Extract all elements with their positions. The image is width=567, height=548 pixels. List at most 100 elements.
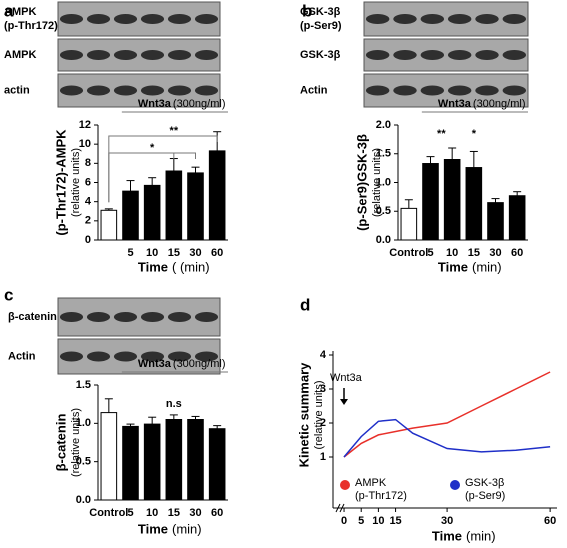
y-tick-label: 0 xyxy=(85,234,91,246)
significance-label: ** xyxy=(437,128,446,140)
y-tick-label: 0.0 xyxy=(376,234,391,246)
blot-label: (p-Thr172) xyxy=(4,20,58,32)
blot-band xyxy=(59,14,84,24)
blot xyxy=(57,38,221,72)
series-line xyxy=(343,418,551,458)
blot-band xyxy=(86,312,111,322)
blot-band xyxy=(393,50,417,60)
x-tick-label: 5 xyxy=(427,247,433,259)
x-tick-label: 60 xyxy=(211,507,223,519)
blot-band xyxy=(167,351,192,362)
blot-band xyxy=(86,351,111,362)
blot-band xyxy=(420,50,445,60)
y-tick-label: 2.0 xyxy=(376,119,391,131)
x-axis-label: Time xyxy=(438,259,468,274)
blot-band xyxy=(140,50,165,60)
bar xyxy=(487,202,504,241)
blot-label: GSK-3β xyxy=(300,6,341,18)
blot-band xyxy=(140,312,165,322)
bar xyxy=(100,209,118,241)
y-tick-label: 6 xyxy=(85,176,91,188)
bar xyxy=(465,167,483,241)
y-tick-label: 0.0 xyxy=(76,494,91,506)
blot-label: Actin xyxy=(300,84,328,96)
blot-band xyxy=(447,50,472,60)
bar xyxy=(208,428,226,501)
blot xyxy=(363,1,529,37)
blot-band xyxy=(86,85,111,96)
blot-band xyxy=(194,312,219,322)
x-tick-label: 5 xyxy=(127,247,133,259)
x-tick-label: Control xyxy=(389,247,428,259)
annotation-arrowhead xyxy=(340,399,348,405)
bar xyxy=(208,150,226,241)
blot xyxy=(57,338,221,375)
x-axis-unit: (min) xyxy=(172,521,202,536)
y-tick-label: 4 xyxy=(85,196,92,208)
axis-break xyxy=(335,503,341,513)
blot-band xyxy=(420,85,445,96)
significance-label: * xyxy=(472,128,477,140)
treatment-dose: (300ng/ml) xyxy=(173,358,226,370)
blot-band xyxy=(447,14,472,24)
x-axis-unit: (min) xyxy=(472,259,502,274)
legend-marker xyxy=(340,480,350,490)
x-tick-label: 5 xyxy=(358,515,364,527)
blot-label: AMPK xyxy=(4,49,36,61)
blot-band xyxy=(167,14,192,24)
y-tick-label: 8 xyxy=(85,157,91,169)
blot-band xyxy=(140,14,165,24)
x-tick-label: 30 xyxy=(489,247,501,259)
blot-band xyxy=(59,85,84,96)
annotation: Wnt3a xyxy=(330,372,363,384)
bar xyxy=(187,172,204,241)
significance-bracket xyxy=(108,152,196,203)
blot-band xyxy=(167,50,192,60)
x-axis-label: Time xyxy=(432,528,462,543)
y-axis-label: β-catenin xyxy=(53,414,68,472)
blot xyxy=(363,38,529,72)
treatment-dose: (300ng/ml) xyxy=(173,98,226,110)
bar xyxy=(165,419,183,501)
axis-break xyxy=(339,503,345,513)
blot-band xyxy=(502,14,527,24)
y-axis-label: (relative units) xyxy=(70,408,82,477)
panel-letter: c xyxy=(4,285,13,304)
bar xyxy=(122,190,139,241)
legend-sublabel: (p-Ser9) xyxy=(465,490,505,502)
blot xyxy=(57,1,221,37)
blot-label: actin xyxy=(4,84,30,96)
legend-sublabel: (p-Thr172) xyxy=(355,490,407,502)
x-tick-label: 30 xyxy=(189,247,201,259)
y-axis-label: (relative units) xyxy=(371,148,383,217)
blot-band xyxy=(502,85,527,96)
x-tick-label: 10 xyxy=(372,515,384,527)
treatment-label: Wnt3a xyxy=(138,98,172,110)
y-tick-label: 2 xyxy=(320,417,326,429)
significance-label: n.s xyxy=(166,398,182,410)
blot-band xyxy=(420,14,445,24)
blot-band xyxy=(475,85,499,96)
blot-band xyxy=(194,50,219,60)
blot-band xyxy=(194,85,219,96)
bar xyxy=(143,423,161,501)
x-tick-label: 60 xyxy=(511,247,523,259)
bar xyxy=(443,159,461,241)
blot-band xyxy=(365,85,390,96)
panel-letter: b xyxy=(302,1,312,20)
blot-label: β-catenin xyxy=(8,311,57,323)
legend-label: AMPK xyxy=(355,477,387,489)
treatment-label: Wnt3a xyxy=(138,358,172,370)
x-axis-unit: ( (min) xyxy=(172,259,210,274)
x-tick-label: 30 xyxy=(189,507,201,519)
blot-band xyxy=(365,14,390,24)
y-tick-label: 2 xyxy=(85,215,91,227)
y-axis-label: Kinetic summary xyxy=(296,362,311,468)
blot-band xyxy=(140,351,165,362)
bar xyxy=(143,184,161,241)
blot-label: AMPK xyxy=(4,6,36,18)
blot xyxy=(57,297,221,337)
blot-band xyxy=(502,50,527,60)
x-tick-label: 10 xyxy=(146,247,158,259)
